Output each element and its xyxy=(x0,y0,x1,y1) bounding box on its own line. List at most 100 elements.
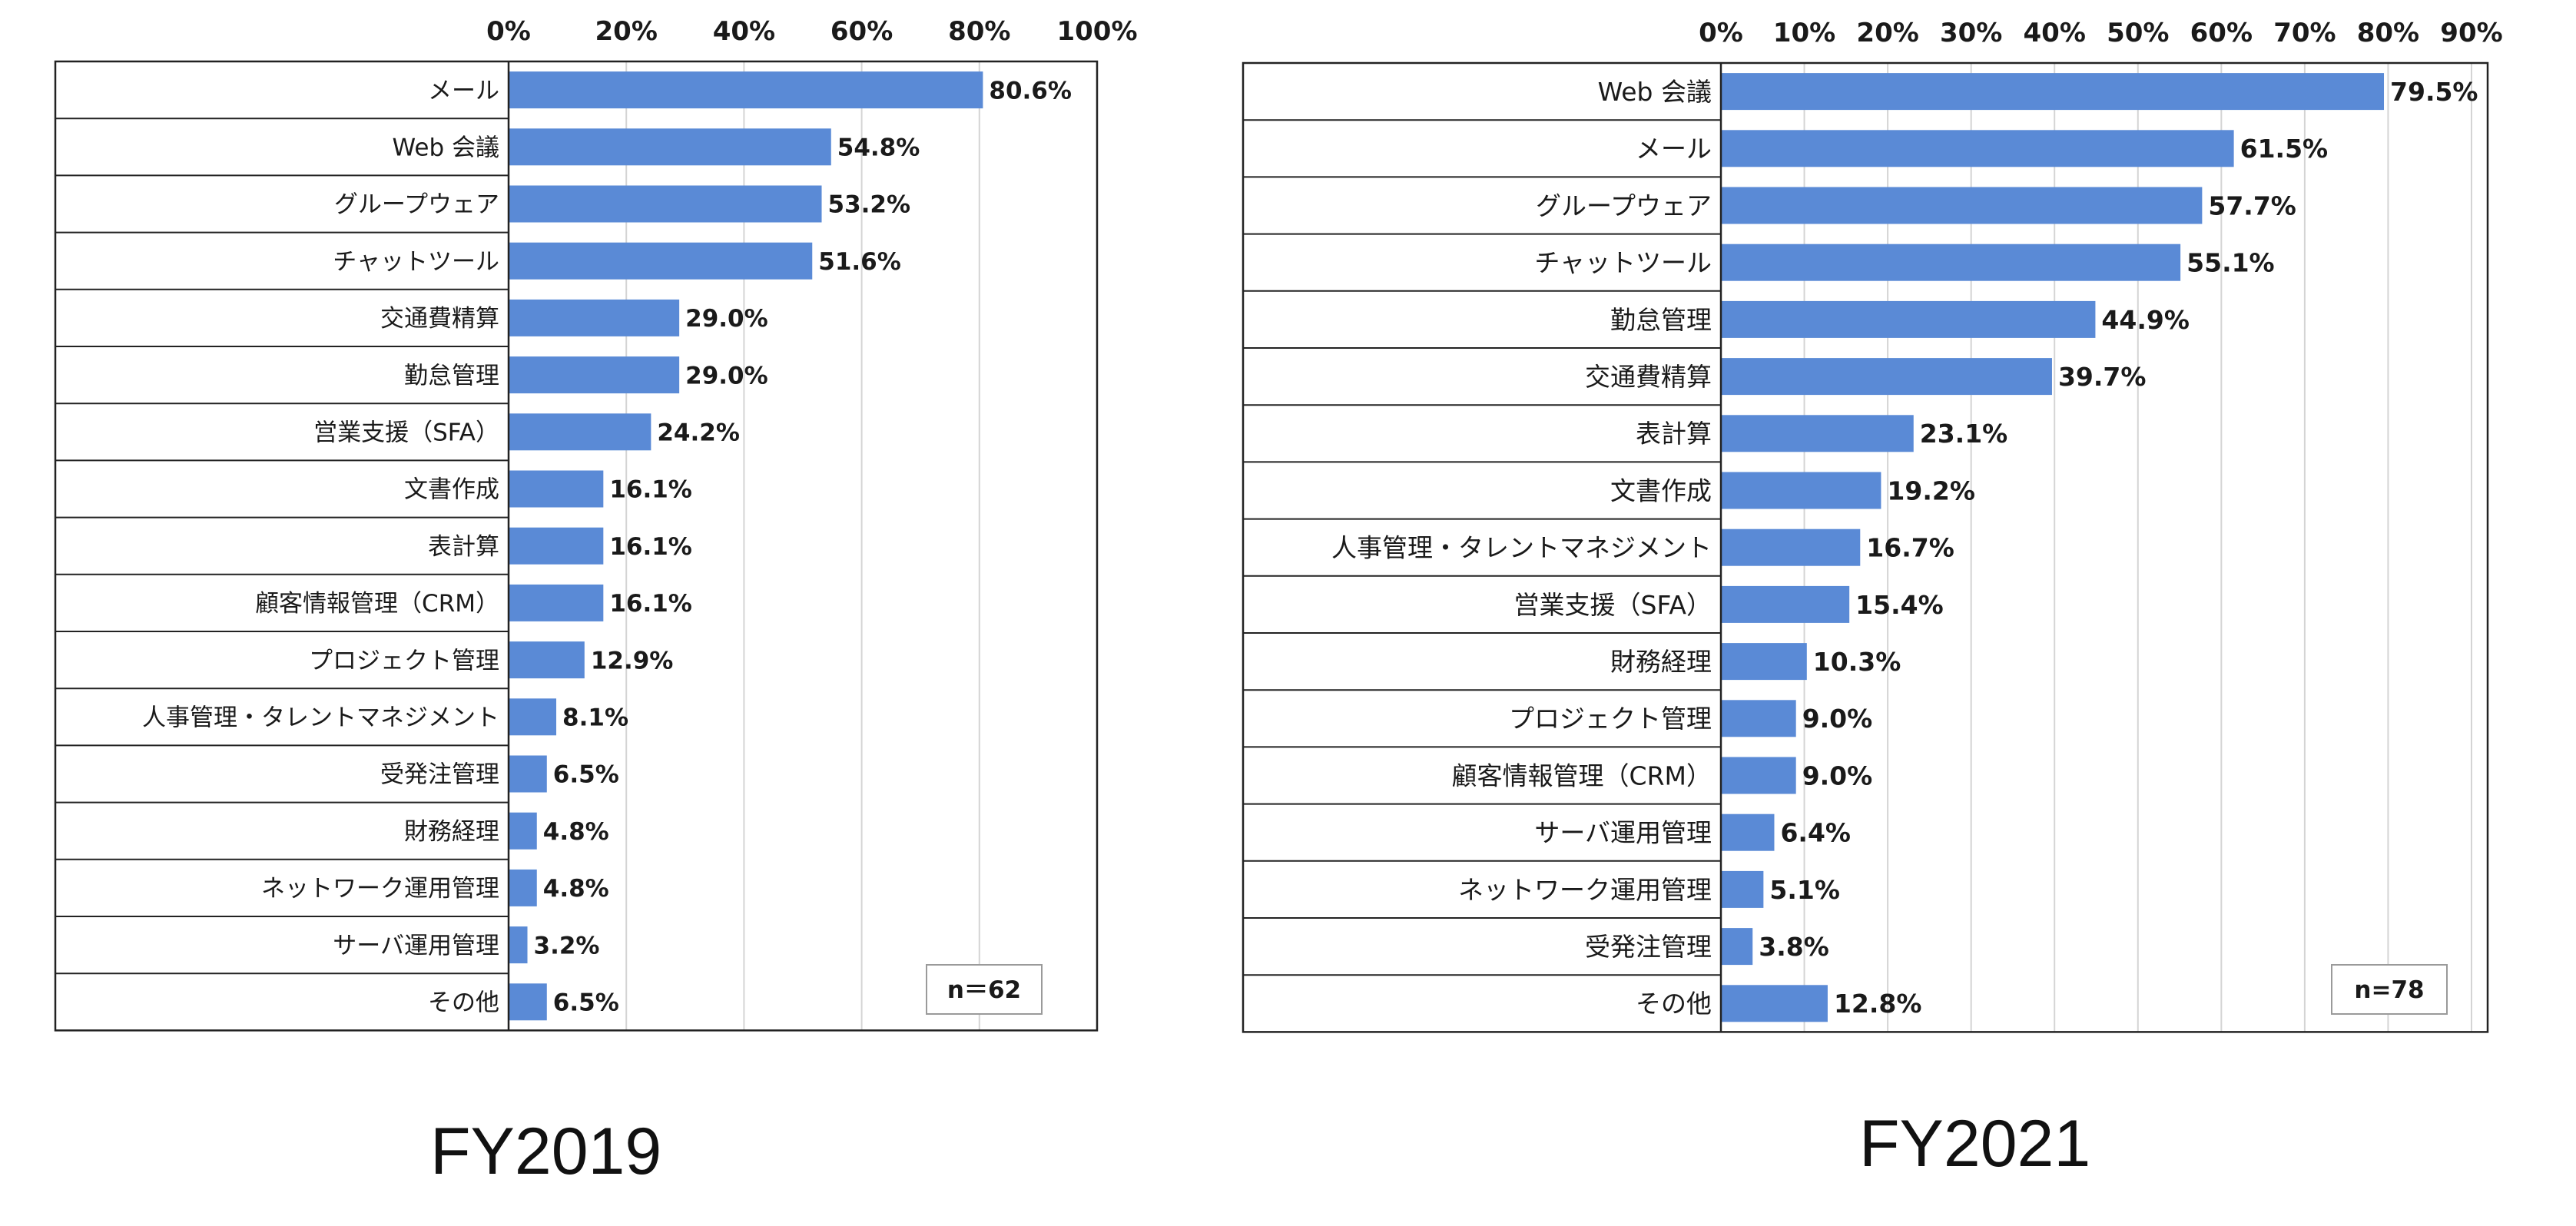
bar xyxy=(1721,130,2234,167)
bar xyxy=(1721,928,1753,966)
category-label: その他 xyxy=(1636,989,1712,1019)
data-label: 3.8% xyxy=(1759,932,1829,962)
category-label: 営業支援（SFA） xyxy=(313,419,499,446)
category-label: チャットツール xyxy=(333,248,499,276)
sample-size-label: n＝62 xyxy=(947,976,1021,1004)
data-label: 16.7% xyxy=(1866,533,1954,563)
data-label: 10.3% xyxy=(1813,647,1901,677)
x-tick-label: 40% xyxy=(713,16,775,47)
category-label: 交通費精算 xyxy=(380,305,499,333)
data-label: 9.0% xyxy=(1802,704,1873,734)
bar xyxy=(1721,870,1764,908)
data-label: 24.2% xyxy=(657,419,740,446)
category-label: 顧客情報管理（CRM） xyxy=(1452,760,1712,790)
bar xyxy=(509,755,547,793)
data-label: 6.5% xyxy=(553,761,619,789)
x-tick-label: 90% xyxy=(2440,18,2502,48)
category-label: プロジェクト管理 xyxy=(1509,704,1712,734)
data-label: 29.0% xyxy=(685,362,768,389)
bar xyxy=(509,983,547,1021)
bar xyxy=(1721,187,2203,224)
bar xyxy=(509,869,537,906)
x-tick-label: 80% xyxy=(948,16,1010,47)
chart-frame xyxy=(54,60,1099,1032)
data-label: 29.0% xyxy=(685,305,768,333)
category-label: メール xyxy=(428,77,499,104)
data-label: 8.1% xyxy=(562,704,628,731)
category-label: Web 会議 xyxy=(1598,77,1712,107)
x-tick-label: 0% xyxy=(1699,18,1743,48)
bar xyxy=(509,641,585,679)
data-label: 44.9% xyxy=(2101,305,2190,335)
data-label: 55.1% xyxy=(2186,248,2275,278)
bar xyxy=(509,413,651,451)
category-label: 勤怠管理 xyxy=(1610,305,1712,335)
category-label: サーバ運用管理 xyxy=(1534,818,1712,848)
x-tick-label: 60% xyxy=(830,16,893,47)
data-label: 80.6% xyxy=(989,77,1072,104)
x-tick-label: 60% xyxy=(2190,18,2253,48)
data-label: 54.8% xyxy=(837,134,920,161)
bar xyxy=(509,242,813,280)
bar xyxy=(1721,643,1807,681)
bar xyxy=(1721,985,1828,1022)
category-label: 表計算 xyxy=(1636,419,1712,449)
category-label: Web 会議 xyxy=(393,134,499,161)
category-label: 表計算 xyxy=(428,533,499,561)
bar xyxy=(1721,700,1796,737)
x-tick-label: 100% xyxy=(1056,16,1137,47)
category-label: 受発注管理 xyxy=(1585,932,1712,962)
data-label: 16.1% xyxy=(609,533,692,561)
x-tick-label: 30% xyxy=(1940,18,2002,48)
chart-title-fy2019: FY2019 xyxy=(430,1115,662,1188)
bar xyxy=(509,584,604,621)
category-label: グループウェア xyxy=(334,191,499,219)
bar xyxy=(509,470,604,508)
bar xyxy=(509,812,537,850)
category-label: 財務経理 xyxy=(1610,647,1712,677)
category-label: 文書作成 xyxy=(404,476,499,504)
data-label: 16.1% xyxy=(609,590,692,618)
data-label: 12.8% xyxy=(1834,989,1922,1019)
data-label: 12.9% xyxy=(591,647,674,674)
data-label: 4.8% xyxy=(543,818,609,846)
category-label: 文書作成 xyxy=(1610,475,1712,505)
data-label: 6.4% xyxy=(1780,818,1851,848)
x-tick-label: 20% xyxy=(595,16,658,47)
bar xyxy=(509,356,680,394)
category-label: その他 xyxy=(428,989,499,1016)
category-label: ネットワーク運用管理 xyxy=(1458,875,1712,905)
category-label: ネットワーク運用管理 xyxy=(261,875,499,903)
category-label: 人事管理・タレントマネジメント xyxy=(1331,533,1712,563)
x-tick-label: 10% xyxy=(1773,18,1835,48)
data-label: 19.2% xyxy=(1887,475,1975,505)
chart-frame xyxy=(1242,61,2489,1033)
bar xyxy=(1721,757,1796,794)
chart-fy2019-svg: 0% 20% 40% 60% 80% 100% メール 80.6% Web 会議 54.8% グルー… xyxy=(54,16,1138,1032)
x-tick-label: 0% xyxy=(486,16,531,47)
bar xyxy=(509,527,604,565)
bar xyxy=(509,299,680,336)
data-label: 5.1% xyxy=(1769,875,1840,905)
category-label: プロジェクト管理 xyxy=(309,647,499,674)
category-label: 営業支援（SFA） xyxy=(1514,590,1712,620)
category-label: グループウェア xyxy=(1536,191,1712,220)
sample-size-box xyxy=(2331,964,2448,1015)
category-label: サーバ運用管理 xyxy=(333,932,499,959)
bar xyxy=(1721,358,2052,396)
data-label: 53.2% xyxy=(828,191,911,219)
bar xyxy=(1721,300,2096,338)
bar xyxy=(1721,529,1861,566)
data-label: 23.1% xyxy=(1920,419,2008,449)
bar xyxy=(1721,73,2385,111)
bar xyxy=(1721,472,1881,509)
bar xyxy=(1721,813,1775,851)
category-label: 人事管理・タレントマネジメント xyxy=(142,704,499,731)
category-label: 交通費精算 xyxy=(1585,362,1712,392)
data-label: 16.1% xyxy=(609,476,692,504)
data-label: 15.4% xyxy=(1855,590,1944,620)
chart-fy2021-svg: 0% 10% 20% 30% 40% 50% 60% 70% 80% 90% Web 会議 79.5%… xyxy=(1242,18,2503,1033)
sample-size-box xyxy=(926,964,1043,1015)
data-label: 4.8% xyxy=(543,875,609,903)
x-tick-label: 80% xyxy=(2357,18,2419,48)
